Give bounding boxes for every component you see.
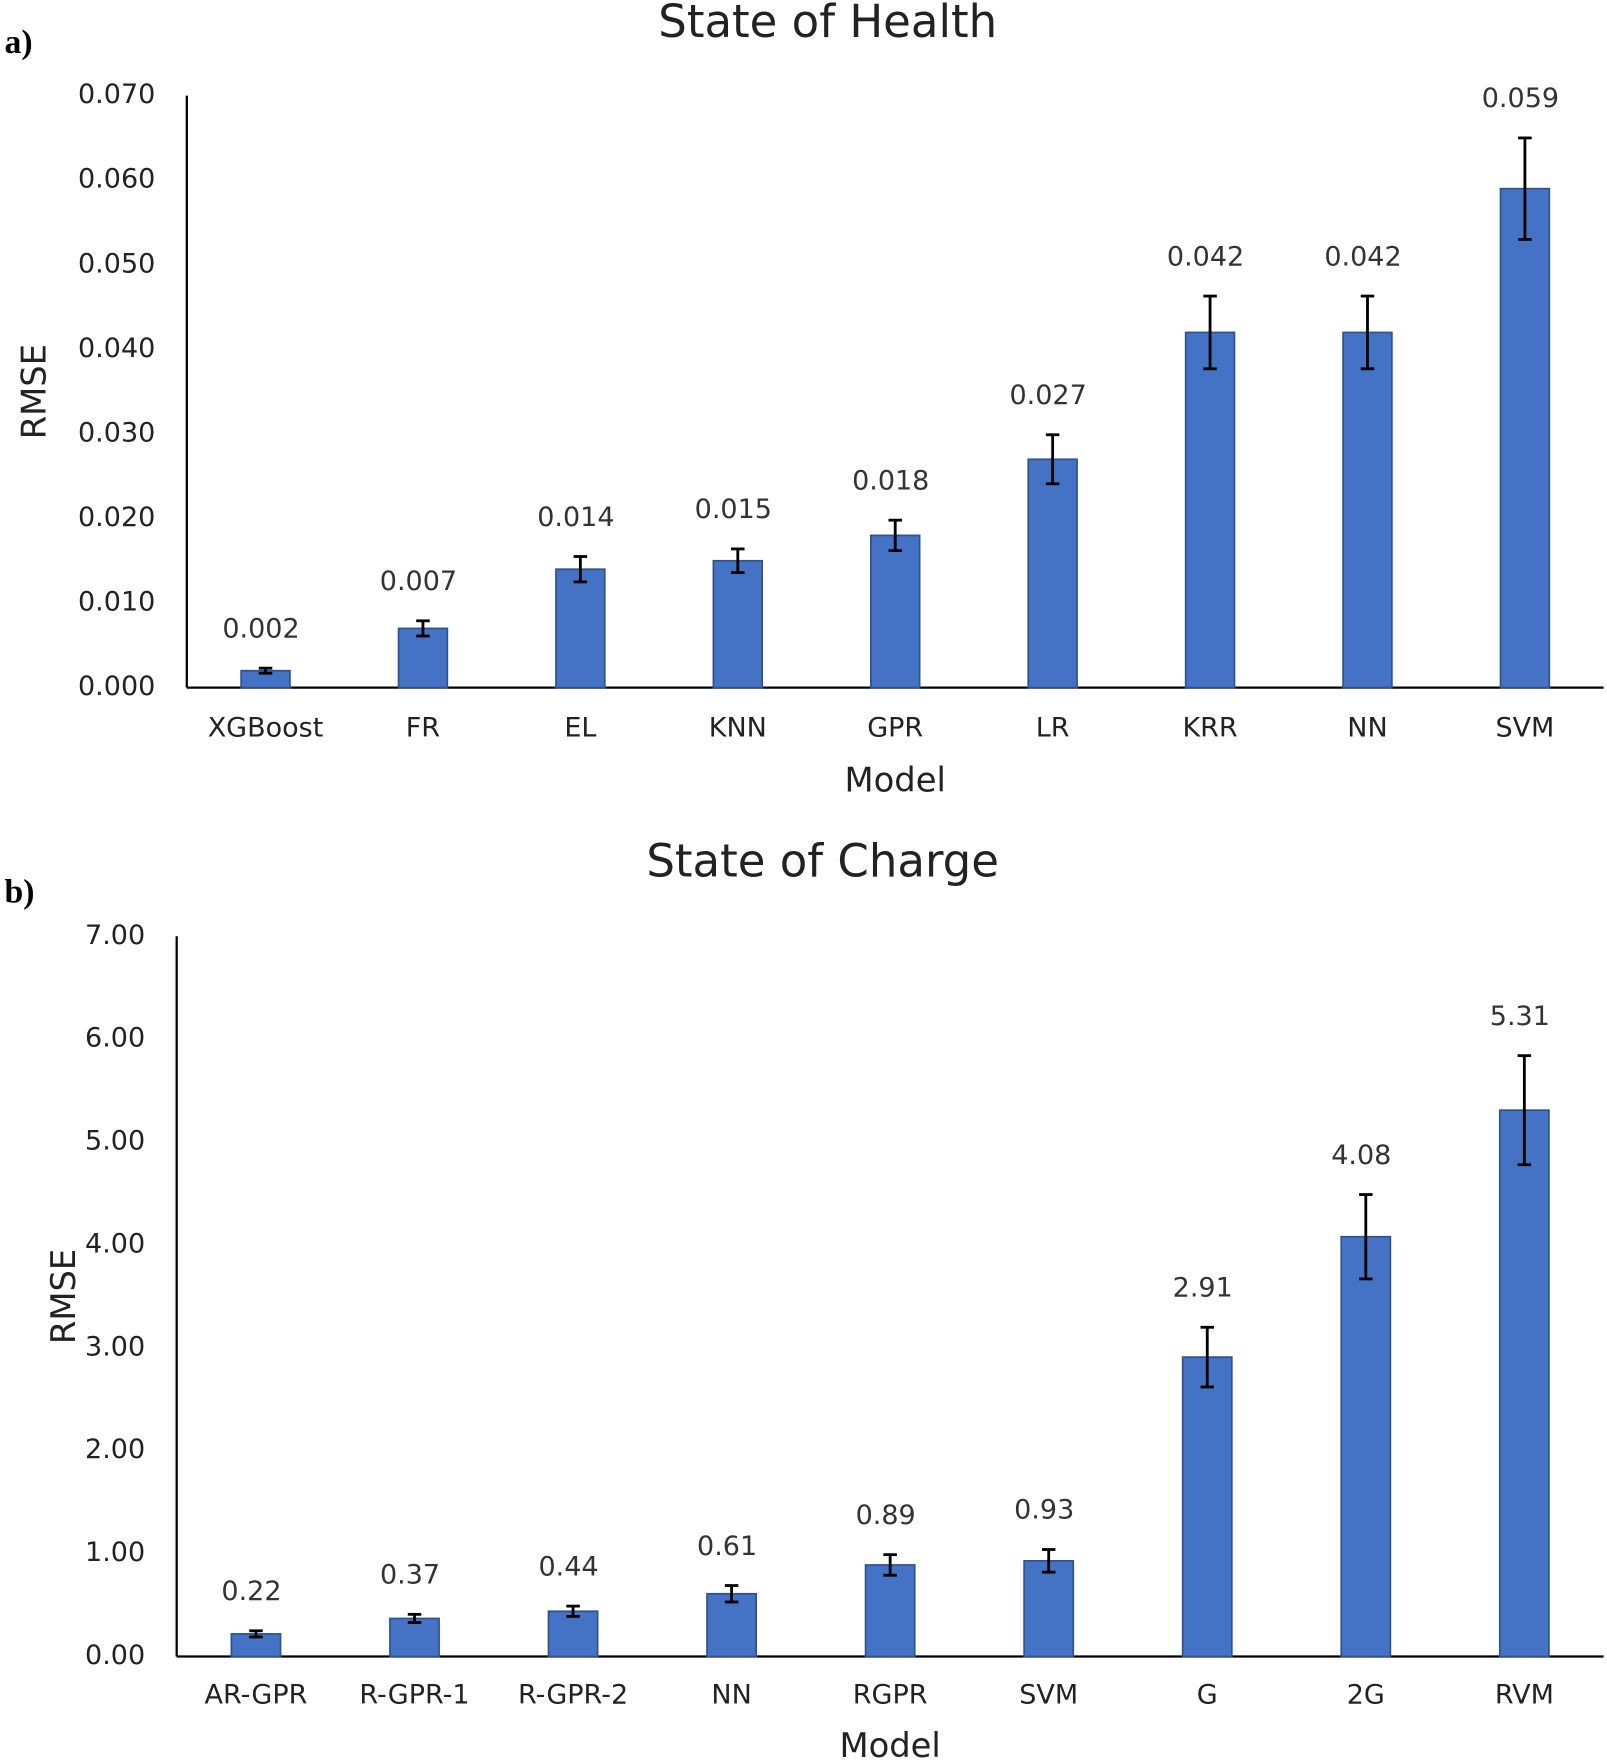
error-bar xyxy=(249,1629,263,1639)
bar xyxy=(1027,458,1078,689)
error-bar xyxy=(1041,1548,1056,1574)
x-tick-label: SVM xyxy=(1495,713,1554,744)
y-tick-label: 6.00 xyxy=(85,1023,145,1054)
bar xyxy=(1181,1356,1233,1658)
bar xyxy=(869,534,921,689)
value-label: 4.08 xyxy=(1331,1140,1391,1171)
value-label: 0.44 xyxy=(538,1551,598,1582)
y-tick-label: 0.030 xyxy=(78,417,155,448)
error-bar xyxy=(1200,1325,1215,1389)
error-bar xyxy=(1518,136,1532,241)
x-tick-label: R-GPR-1 xyxy=(359,1679,469,1710)
error-bar xyxy=(416,619,430,638)
bar xyxy=(397,627,449,689)
error-bar xyxy=(258,666,273,675)
chart-title: State of Charge xyxy=(646,834,999,887)
value-label: 0.22 xyxy=(221,1576,281,1607)
value-label: 0.018 xyxy=(852,465,929,496)
y-tick-label: 1.00 xyxy=(85,1537,145,1568)
bar xyxy=(555,568,606,689)
error-bar xyxy=(731,547,745,574)
value-label: 0.89 xyxy=(856,1500,916,1531)
error-bar xyxy=(1517,1054,1532,1167)
x-tick-label: KNN xyxy=(709,713,767,744)
value-label: 5.31 xyxy=(1490,1001,1550,1032)
error-bar xyxy=(888,518,902,553)
error-bar xyxy=(1360,294,1375,371)
value-label: 0.042 xyxy=(1324,241,1401,272)
value-label: 0.015 xyxy=(695,494,772,525)
y-tick-label: 7.00 xyxy=(85,920,145,951)
x-tick-label: NN xyxy=(711,1679,751,1710)
bar xyxy=(712,559,764,689)
y-tick-label: 0.070 xyxy=(78,79,155,110)
error-bar xyxy=(566,1604,580,1618)
x-tick-label: FR xyxy=(406,713,440,744)
x-axis-label: Model xyxy=(845,761,946,800)
value-label: 0.93 xyxy=(1014,1495,1074,1526)
value-label: 0.002 xyxy=(222,613,299,644)
error-bar xyxy=(1203,294,1217,371)
bar xyxy=(389,1617,440,1658)
bar xyxy=(1023,1559,1075,1658)
x-tick-label: KRR xyxy=(1182,713,1237,744)
y-tick-label: 0.000 xyxy=(78,671,155,702)
y-tick-label: 4.00 xyxy=(85,1228,145,1259)
y-tick-label: 2.00 xyxy=(85,1434,145,1465)
x-tick-label: SVM xyxy=(1019,1679,1078,1710)
x-tick-label: RGPR xyxy=(853,1679,928,1710)
value-label: 0.042 xyxy=(1167,241,1244,272)
value-label: 0.61 xyxy=(697,1531,757,1562)
y-tick-label: 3.00 xyxy=(85,1331,145,1362)
error-bar xyxy=(1045,433,1060,486)
y-tick-label: 5.00 xyxy=(85,1126,145,1157)
error-bar xyxy=(573,555,588,584)
bar xyxy=(1184,331,1236,689)
x-tick-label: NN xyxy=(1347,713,1387,744)
y-tick-label: 0.00 xyxy=(85,1640,145,1671)
error-bar xyxy=(724,1584,739,1604)
y-axis-label: RMSE xyxy=(15,344,54,439)
bar xyxy=(1498,1109,1550,1658)
y-tick-label: 0.010 xyxy=(78,587,155,618)
y-tick-label: 0.060 xyxy=(78,164,155,195)
x-tick-label: RVM xyxy=(1495,1679,1554,1710)
x-tick-label: 2G xyxy=(1347,1679,1385,1710)
value-label: 0.37 xyxy=(380,1560,440,1591)
value-label: 0.007 xyxy=(380,566,457,597)
x-tick-label: G xyxy=(1197,1679,1218,1710)
panel-label: b) xyxy=(5,873,35,910)
bar xyxy=(547,1610,599,1658)
y-tick-label: 0.020 xyxy=(78,502,155,533)
bar xyxy=(864,1564,916,1658)
y-tick-label: 0.040 xyxy=(78,333,155,364)
x-tick-label: R-GPR-2 xyxy=(518,1679,628,1710)
x-axis-label: Model xyxy=(839,1726,940,1764)
value-label: 0.059 xyxy=(1482,83,1559,114)
bar xyxy=(1340,1235,1392,1658)
error-bar xyxy=(1359,1193,1373,1281)
bar xyxy=(706,1592,758,1658)
error-bar xyxy=(407,1612,422,1624)
panel-label: a) xyxy=(5,24,33,61)
y-axis-label: RMSE xyxy=(44,1249,83,1344)
bar xyxy=(1342,331,1393,689)
y-tick-label: 0.050 xyxy=(78,248,155,279)
chart-title: State of Health xyxy=(658,0,997,48)
x-tick-label: XGBoost xyxy=(208,713,324,744)
x-tick-label: EL xyxy=(564,713,596,744)
x-tick-label: GPR xyxy=(867,713,923,744)
x-tick-label: AR-GPR xyxy=(205,1679,308,1710)
value-label: 0.027 xyxy=(1009,380,1086,411)
error-bar xyxy=(883,1553,897,1577)
value-label: 2.91 xyxy=(1173,1273,1233,1304)
bar xyxy=(1499,187,1551,689)
x-tick-label: LR xyxy=(1036,713,1070,744)
value-label: 0.014 xyxy=(537,502,614,533)
